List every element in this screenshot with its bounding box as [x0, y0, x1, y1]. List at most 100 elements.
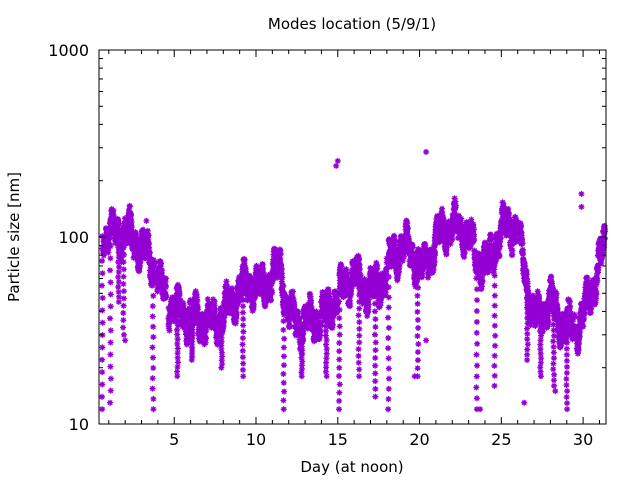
data-point: [447, 240, 454, 247]
data-point: [166, 327, 173, 334]
data-point: [431, 250, 438, 257]
data-point: [401, 245, 408, 252]
data-point: [514, 237, 521, 244]
data-point: [374, 274, 381, 281]
data-point: [181, 308, 188, 315]
data-point: [548, 273, 555, 280]
data-point: [162, 284, 169, 291]
data-point: [370, 288, 377, 295]
data-point: [313, 308, 320, 315]
data-point: [407, 262, 414, 269]
data-point: [491, 266, 498, 273]
data-point: [134, 239, 141, 246]
data-point: [562, 337, 569, 344]
data-point: [326, 290, 333, 297]
data-point: [478, 286, 485, 293]
data-point: [365, 303, 372, 310]
data-point: [296, 319, 303, 326]
data-point: [393, 251, 400, 258]
data-point: [443, 244, 450, 251]
data-point: [552, 299, 559, 306]
data-point: [126, 203, 133, 210]
data-point: [497, 235, 504, 242]
data-point: [260, 275, 267, 282]
data-point: [422, 242, 429, 249]
data-point: [145, 239, 152, 246]
data-point: [522, 262, 529, 269]
data-point: [545, 308, 552, 315]
data-point: [546, 300, 553, 307]
data-point: [513, 224, 520, 231]
data-point: [545, 312, 552, 319]
data-point: [532, 322, 539, 329]
data-point: [479, 278, 486, 285]
data-point: [304, 325, 311, 332]
data-point: [177, 297, 184, 304]
data-point: [262, 300, 269, 307]
data-point: [116, 226, 123, 233]
data-point: [431, 244, 438, 251]
data-point: [230, 293, 237, 300]
data-point: [503, 232, 510, 239]
data-point: [364, 313, 371, 320]
data-point: [232, 318, 239, 325]
data-point: [106, 234, 113, 241]
data-point: [146, 244, 153, 251]
data-point: [244, 297, 251, 304]
data-point: [195, 311, 202, 318]
data-point: [127, 212, 134, 219]
data-point: [352, 281, 359, 288]
data-point: [187, 297, 194, 304]
data-point: [137, 258, 144, 265]
data-point: [245, 293, 252, 300]
data-point: [220, 322, 227, 329]
data-point: [449, 231, 456, 238]
data-point: [529, 292, 536, 299]
data-point: [411, 259, 418, 266]
data-point: [497, 243, 504, 250]
data-point: [257, 284, 264, 291]
data-point: [441, 228, 448, 235]
data-point: [438, 205, 445, 212]
data-point: [544, 323, 551, 330]
data-point: [138, 250, 145, 257]
data-point: [546, 303, 553, 310]
data-point: [391, 232, 398, 239]
data-point: [501, 208, 508, 215]
data-point: [208, 323, 215, 330]
data-point: [509, 247, 516, 254]
data-point: [431, 259, 438, 266]
data-point: [485, 257, 492, 264]
data-point: [128, 224, 135, 231]
data-point: [329, 322, 336, 329]
data-point: [383, 266, 390, 273]
data-point: [204, 296, 211, 303]
data-point: [520, 250, 527, 257]
data-point: [536, 295, 543, 302]
data-point: [211, 302, 218, 309]
data-point: [488, 236, 495, 243]
data-point: [292, 318, 299, 325]
data-point: [289, 293, 296, 300]
data-point: [305, 322, 312, 329]
data-point: [348, 291, 355, 298]
data-point: [523, 271, 530, 278]
data-point: [259, 262, 266, 269]
data-point: [469, 229, 476, 236]
data-point: [325, 286, 332, 293]
data-point: [404, 226, 411, 233]
data-point: [548, 287, 555, 294]
data-point: [461, 250, 468, 257]
data-point: [264, 297, 271, 304]
data-point: [140, 230, 147, 237]
data-point: [344, 277, 351, 284]
data-point: [553, 294, 560, 301]
data-point: [362, 285, 369, 292]
data-point: [382, 286, 389, 293]
data-point: [260, 279, 267, 286]
data-point: [471, 231, 478, 238]
data-point: [272, 248, 279, 255]
data-point: [194, 298, 201, 305]
data-point: [392, 246, 399, 253]
data-point: [157, 258, 164, 265]
